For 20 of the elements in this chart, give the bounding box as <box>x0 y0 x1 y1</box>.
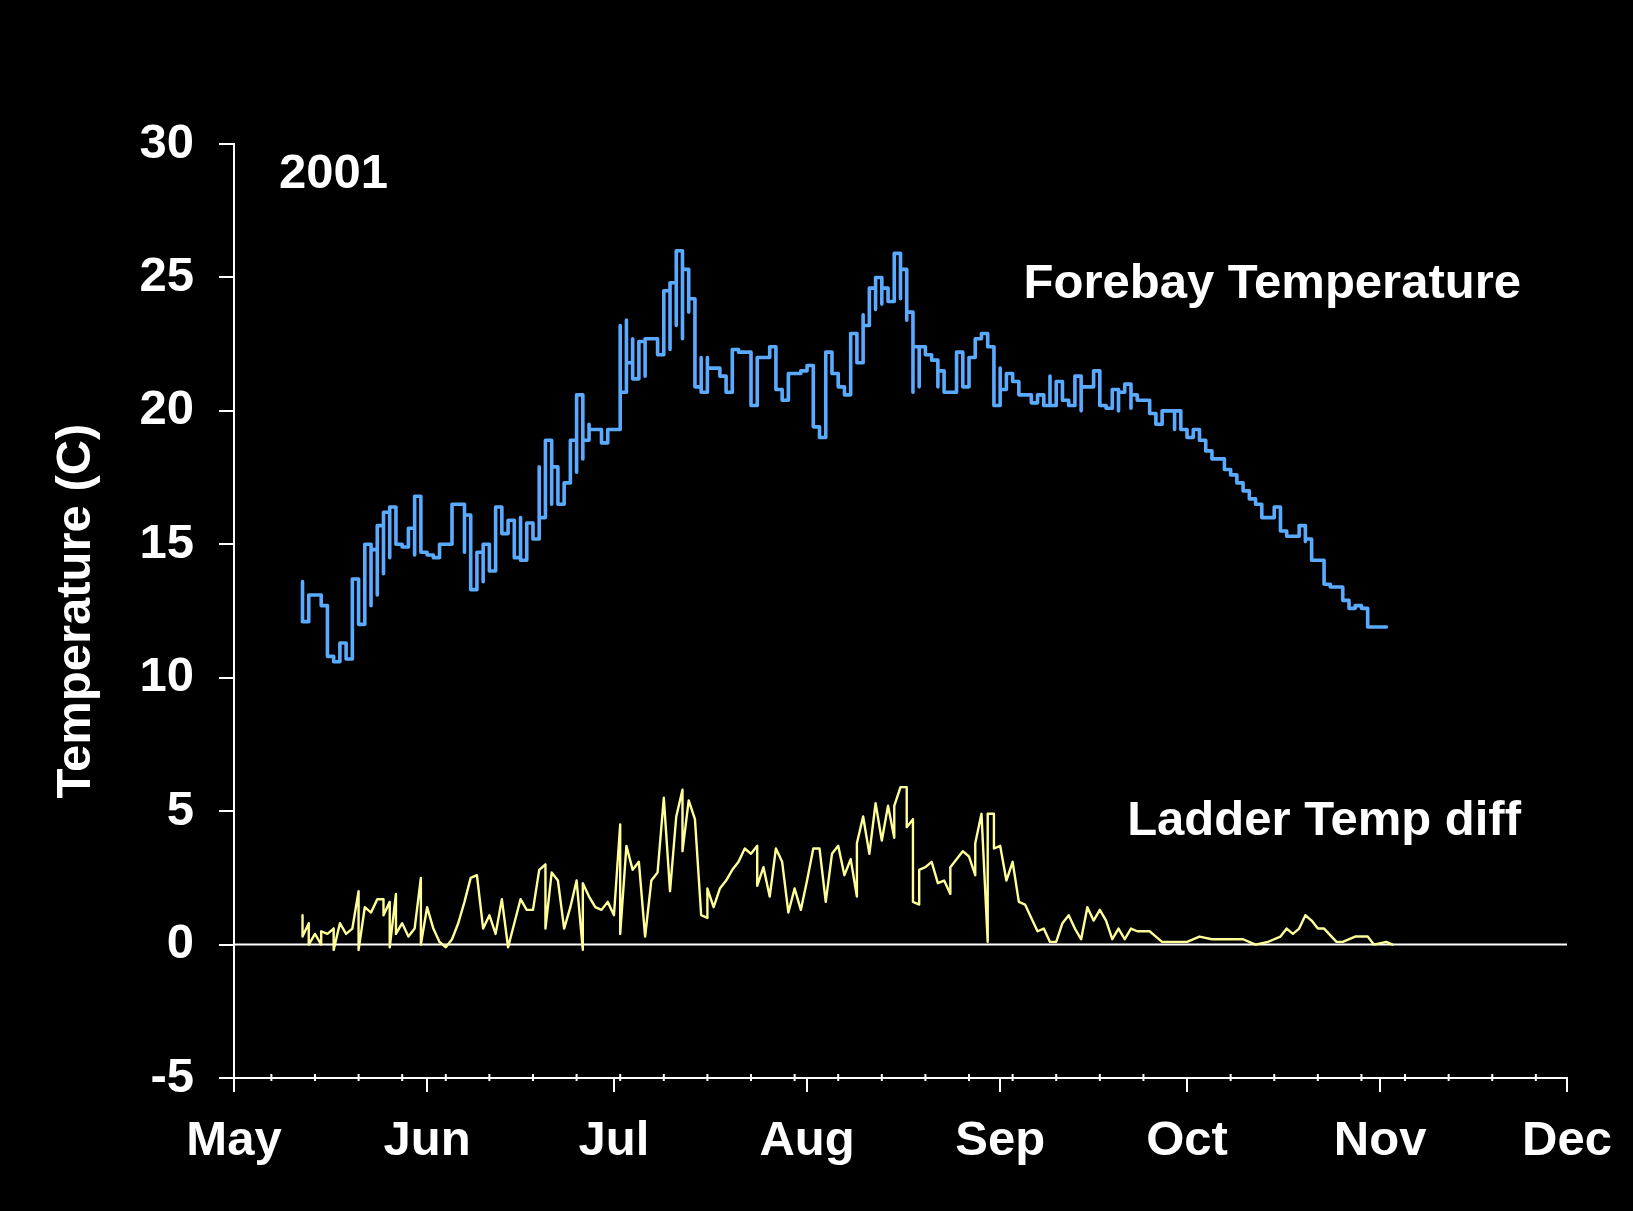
y-tick-label: 15 <box>139 513 194 568</box>
y-tick-label: 20 <box>139 380 194 435</box>
x-tick-label: Nov <box>1333 1110 1428 1165</box>
y-axis-title: Temperature (C) <box>45 423 100 799</box>
series-label: Forebay Temperature <box>1023 254 1521 309</box>
y-tick-label: 5 <box>166 780 194 835</box>
x-tick-label: Aug <box>759 1110 855 1165</box>
x-tick-label: Jun <box>383 1110 471 1165</box>
annotation: 2001 <box>279 143 389 198</box>
y-tick-label: 0 <box>166 914 194 969</box>
y-tick-label: 25 <box>139 246 194 301</box>
y-tick-label: 30 <box>139 113 194 168</box>
y-tick-label: -5 <box>150 1047 194 1102</box>
x-tick-label: Dec <box>1522 1110 1612 1165</box>
x-tick-label: May <box>186 1110 282 1165</box>
x-tick-label: Jul <box>578 1110 650 1165</box>
x-tick-label: Oct <box>1146 1110 1228 1165</box>
x-tick-label: Sep <box>955 1110 1046 1165</box>
series-label: Ladder Temp diff <box>1127 790 1522 845</box>
y-tick-label: 10 <box>139 647 194 702</box>
